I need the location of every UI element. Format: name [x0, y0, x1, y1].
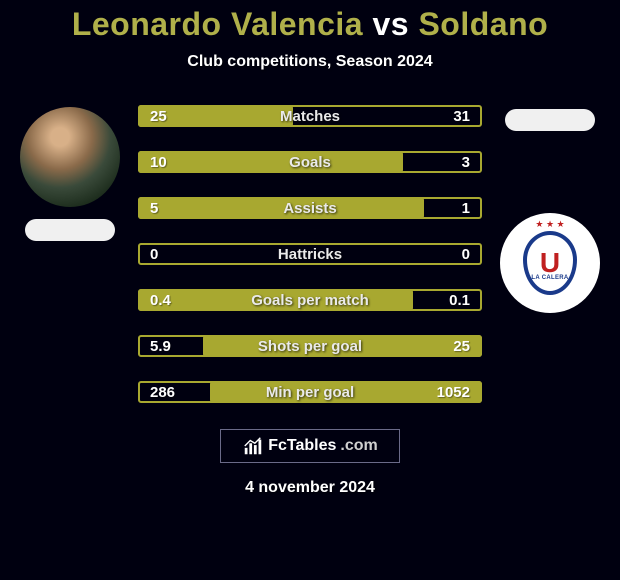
stat-value-right: 3 — [430, 154, 470, 171]
crest-club-text: LA CALERA — [531, 275, 568, 281]
chart-icon — [242, 435, 264, 457]
stat-label: Shots per goal — [258, 338, 362, 355]
stat-bar: 0.4 Goals per match 0.1 — [138, 289, 482, 311]
stat-bar: 10 Goals 3 — [138, 151, 482, 173]
player2-club-badge: ★ ★ ★ LA CALERA — [500, 213, 600, 313]
stat-bar: 5.9 Shots per goal 25 — [138, 335, 482, 357]
stat-value-left: 286 — [150, 384, 190, 401]
crest-shield-icon: LA CALERA — [523, 231, 577, 295]
content-row: 25Matches3110Goals35Assists10Hattricks00… — [0, 93, 620, 403]
stat-value-left: 10 — [150, 154, 190, 171]
subtitle: Club competitions, Season 2024 — [187, 53, 432, 71]
comparison-card: Leonardo Valencia vs Soldano Club compet… — [0, 0, 620, 580]
title-vs: vs — [372, 6, 409, 42]
right-column: ★ ★ ★ LA CALERA — [490, 93, 610, 313]
stat-value-right: 1 — [430, 200, 470, 217]
stat-label: Hattricks — [278, 246, 342, 263]
watermark-domain: .com — [340, 437, 377, 455]
watermark-text: FcTables — [268, 437, 336, 455]
player1-flag-pill — [25, 219, 115, 241]
stat-value-right: 25 — [430, 338, 470, 355]
left-column — [10, 93, 130, 241]
stat-label: Goals — [289, 154, 331, 171]
stats-column: 25Matches3110Goals35Assists10Hattricks00… — [130, 93, 490, 403]
stat-label: Min per goal — [266, 384, 354, 401]
stat-value-left: 0 — [150, 246, 190, 263]
stat-value-right: 1052 — [430, 384, 470, 401]
stat-bar: 25 Matches 31 — [138, 105, 482, 127]
stat-value-right: 0 — [430, 246, 470, 263]
stat-value-left: 5.9 — [150, 338, 190, 355]
title-player2: Soldano — [418, 6, 548, 42]
player1-avatar — [20, 107, 120, 207]
stat-label: Goals per match — [251, 292, 369, 309]
stat-value-right: 0.1 — [430, 292, 470, 309]
stat-bar: 0 Hattricks 0 — [138, 243, 482, 265]
stat-label: Assists — [283, 200, 336, 217]
watermark: FcTables.com — [220, 429, 400, 463]
page-title: Leonardo Valencia vs Soldano — [72, 6, 548, 43]
stat-bar: 286 Min per goal 1052 — [138, 381, 482, 403]
stat-value-left: 0.4 — [150, 292, 190, 309]
stat-value-right: 31 — [430, 108, 470, 125]
stat-label: Matches — [280, 108, 340, 125]
stat-bar: 5 Assists 1 — [138, 197, 482, 219]
title-player1: Leonardo Valencia — [72, 6, 363, 42]
player2-flag-pill — [505, 109, 595, 131]
date-text: 4 november 2024 — [245, 479, 375, 497]
stat-value-left: 25 — [150, 108, 190, 125]
stat-value-left: 5 — [150, 200, 190, 217]
crest-stars-icon: ★ ★ ★ — [535, 219, 564, 230]
